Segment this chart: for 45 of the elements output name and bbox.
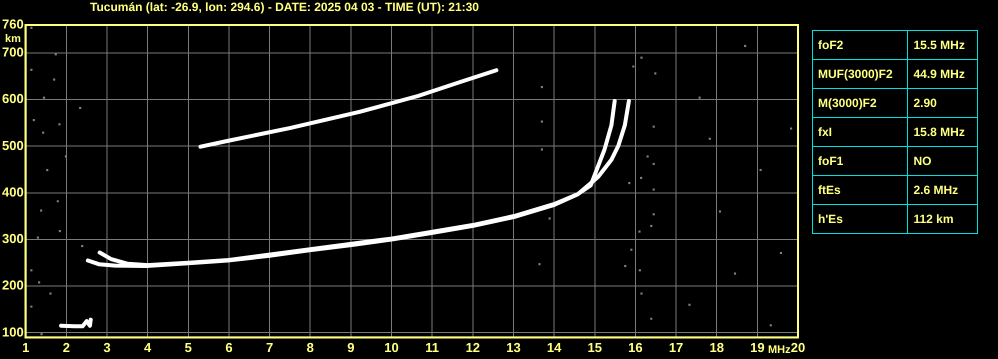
x-tick-label: 16 [628,340,643,355]
text: fxI [812,118,908,146]
chart-title: Tucumán (lat: -26.9, lon: 294.6) - DATE: 2025 04 03 - TIME (UT): 21:30 [90,0,479,14]
text: foF2 [812,30,908,60]
x-tick-label: 3 [103,340,111,355]
x-tick-label: 1 [22,340,30,355]
y-tick-label: 400 [2,184,24,200]
text: 2.90 [908,88,978,118]
y-tick-label: 700 [2,44,24,60]
x-tick-label: 14 [546,340,562,355]
y-tick-label: 500 [2,138,24,153]
x-tick-label: 8 [306,340,314,355]
x-axis-title: MHz [768,344,791,356]
y-tick-label: 760 [2,16,24,32]
y-tick-label: 600 [2,91,24,106]
x-tick-label: 11 [425,340,440,355]
text: M(3000)F2 [812,88,908,118]
y-tick-label: 100 [2,324,24,340]
x-tick-label: 12 [466,340,480,355]
y-tick-label: 200 [2,278,24,293]
text: h'Es [812,204,908,234]
text: foF1 [812,146,908,176]
y-axis-title: km [5,33,21,45]
x-tick-label: 15 [588,340,602,355]
y-tick-label: 300 [2,231,24,246]
text: 15.8 MHz [908,118,978,146]
text: NO [908,146,978,176]
text: MUF(3000)F2 [812,60,908,88]
x-tick-label: 20 [790,340,806,355]
x-tick-label: 2 [62,340,70,355]
text: 112 km [908,204,978,234]
x-tick-label: 17 [668,340,684,355]
x-tick-label: 19 [750,340,765,355]
x-tick-label: 10 [384,340,399,355]
text: 2.6 MHz [908,176,978,204]
x-tick-label: 18 [709,340,724,355]
text: ftEs [812,176,908,204]
x-tick-label: 13 [506,340,521,355]
x-tick-label: 6 [225,340,233,355]
text: 15.5 MHz [908,30,978,60]
x-tick-label: 9 [347,340,354,355]
text: 44.9 MHz [908,60,978,88]
x-tick-label: 7 [266,340,274,355]
x-tick-label: 4 [144,340,152,355]
x-tick-label: 5 [184,340,192,355]
